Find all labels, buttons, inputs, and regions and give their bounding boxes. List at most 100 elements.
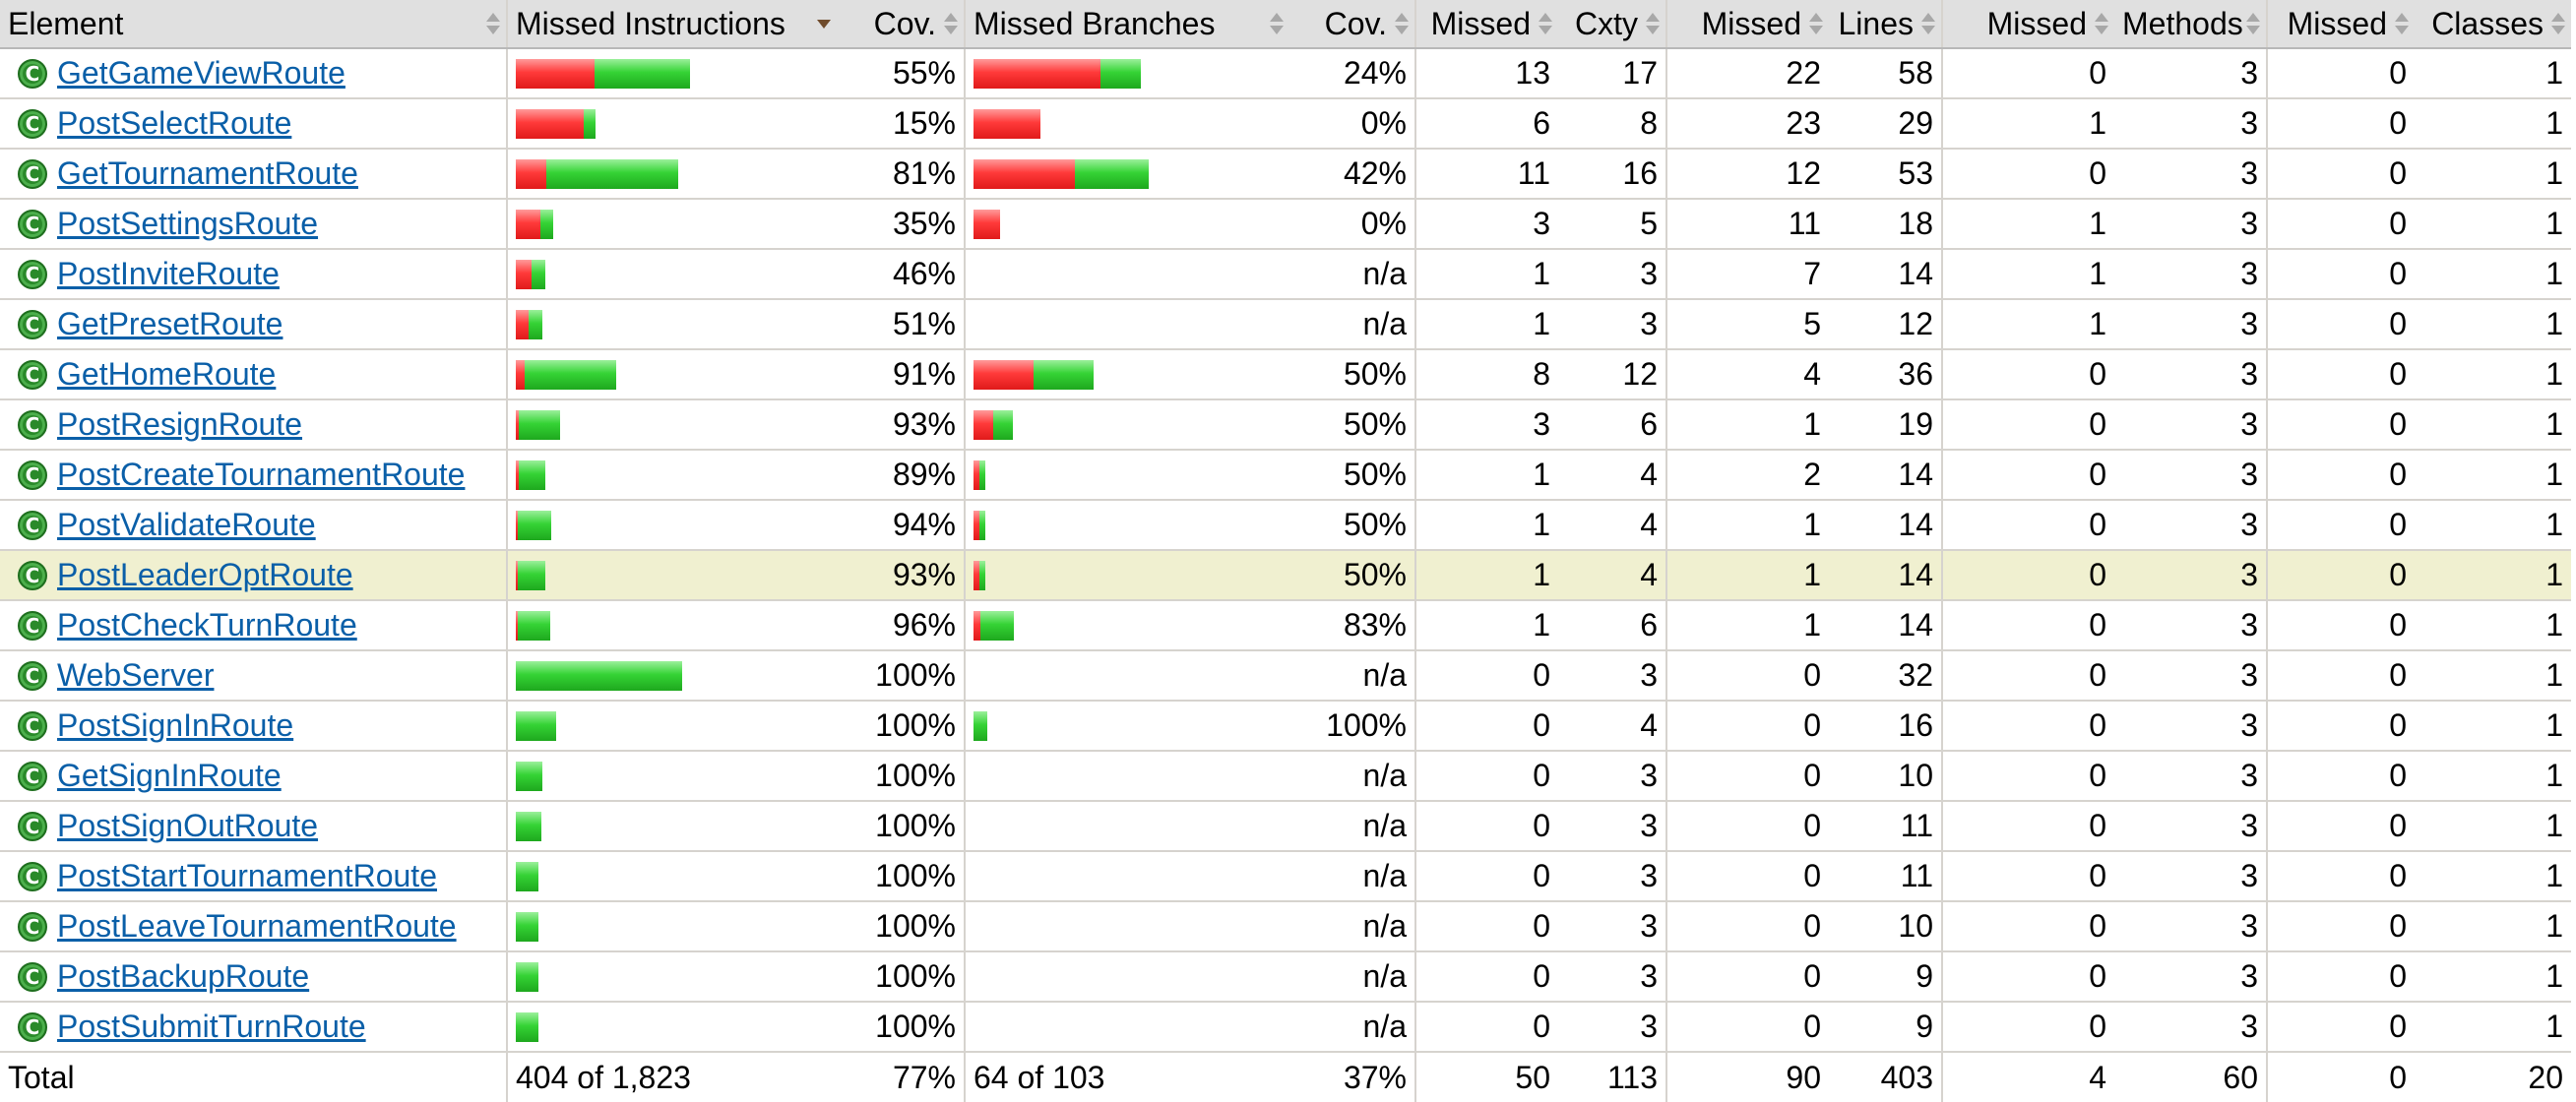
instructions-bar-cell (506, 500, 837, 551)
branches-bar-cell (964, 299, 1289, 350)
branches-bar-cell (964, 851, 1289, 902)
class-link[interactable]: PostSettingsRoute (57, 206, 319, 241)
header-missed-instructions[interactable]: Missed Instructions (506, 0, 837, 49)
class-link[interactable]: WebServer (57, 657, 215, 693)
header-missed-complexity[interactable]: Missed (1414, 0, 1558, 49)
class-link[interactable]: PostCreateTournamentRoute (57, 457, 466, 492)
classes: 1 (2415, 500, 2571, 551)
header-missed-lines[interactable]: Missed (1665, 0, 1829, 49)
table-row: C WebServer 100% n/a 0 3 0 32 0 3 0 1 (0, 650, 2571, 702)
class-link[interactable]: PostSubmitTurnRoute (57, 1009, 366, 1044)
header-missed-classes[interactable]: Missed (2266, 0, 2415, 49)
class-link[interactable]: PostBackupRoute (57, 958, 310, 994)
class-link[interactable]: PostInviteRoute (57, 256, 280, 291)
instructions-bar-cell (506, 550, 837, 601)
branches-coverage: n/a (1289, 951, 1415, 1003)
class-c-icon: C (18, 158, 47, 189)
sort-arrows-icon (1539, 13, 1552, 34)
class-link[interactable]: PostSelectRoute (57, 105, 292, 141)
complexity: 16 (1558, 149, 1666, 200)
instructions-bar-cell (506, 951, 837, 1003)
instructions-coverage-bar (516, 861, 829, 891)
lines: 12 (1829, 299, 1942, 350)
class-link[interactable]: PostLeaderOptRoute (57, 557, 353, 592)
class-link[interactable]: PostSignOutRoute (57, 808, 319, 843)
class-c-icon: C (18, 811, 47, 841)
missed-classes: 0 (2266, 149, 2415, 200)
missed-complexity: 0 (1414, 951, 1558, 1003)
header-missed-complexity-label: Missed (1430, 5, 1531, 41)
missed-lines: 1 (1665, 550, 1829, 601)
instructions-coverage: 100% (837, 801, 965, 852)
missed-classes: 0 (2266, 851, 2415, 902)
branches-coverage-bar (974, 560, 1282, 590)
class-link[interactable]: PostResignRoute (57, 406, 303, 442)
class-link[interactable]: PostSignInRoute (57, 707, 294, 743)
element-cell: C PostInviteRoute (0, 249, 507, 300)
header-classes[interactable]: Classes (2415, 0, 2571, 49)
missed-methods: 0 (1941, 701, 2114, 752)
methods: 3 (2114, 149, 2267, 200)
methods: 3 (2114, 851, 2267, 902)
missed-segment (516, 409, 519, 440)
missed-lines: 12 (1665, 149, 1829, 200)
class-c-icon: C (18, 259, 47, 289)
missed-classes: 0 (2266, 399, 2415, 451)
missed-segment (974, 459, 979, 490)
lines: 19 (1829, 399, 1942, 451)
element-cell: C GetSignInRoute (0, 751, 507, 802)
instructions-bar-cell (506, 600, 837, 651)
instructions-bar-cell (506, 801, 837, 852)
missed-methods: 0 (1941, 349, 2114, 400)
instructions-bar-cell (506, 450, 837, 501)
complexity: 8 (1558, 98, 1666, 150)
header-missed-methods[interactable]: Missed (1941, 0, 2114, 49)
class-link[interactable]: PostValidateRoute (57, 507, 316, 542)
header-element-label: Element (8, 5, 124, 41)
class-link[interactable]: GetPresetRoute (57, 306, 283, 341)
instructions-coverage-bar (516, 811, 829, 841)
element-cell: C PostSettingsRoute (0, 199, 507, 250)
table-row: C GetGameViewRoute 55% 24% 13 17 22 58 0 3 0 1 (0, 48, 2571, 99)
class-link[interactable]: PostStartTournamentRoute (57, 858, 437, 893)
header-lines[interactable]: Lines (1829, 0, 1942, 49)
branches-coverage-bar (974, 158, 1282, 189)
header-instructions-coverage[interactable]: Cov. (837, 0, 965, 49)
covered-segment (979, 510, 985, 540)
class-link[interactable]: PostCheckTurnRoute (57, 607, 357, 643)
missed-classes: 0 (2266, 48, 2415, 99)
header-element[interactable]: Element (0, 0, 507, 49)
header-complexity[interactable]: Cxty (1558, 0, 1666, 49)
methods: 3 (2114, 1002, 2267, 1053)
class-link[interactable]: GetSignInRoute (57, 758, 282, 793)
missed-methods: 0 (1941, 901, 2114, 952)
instructions-coverage: 94% (837, 500, 965, 551)
header-methods[interactable]: Methods (2114, 0, 2267, 49)
covered-segment (546, 158, 678, 189)
covered-segment (518, 510, 551, 540)
class-c-icon: C (18, 309, 47, 339)
header-missed-methods-label: Missed (1986, 5, 2087, 41)
sort-arrows-icon (2395, 13, 2409, 34)
missed-lines: 0 (1665, 951, 1829, 1003)
missed-methods: 1 (1941, 249, 2114, 300)
branches-bar-cell (964, 349, 1289, 400)
branches-coverage-bar (974, 108, 1282, 139)
branches-coverage-bar (974, 510, 1282, 540)
class-link[interactable]: PostLeaveTournamentRoute (57, 908, 457, 944)
missed-segment (516, 158, 546, 189)
header-missed-branches[interactable]: Missed Branches (964, 0, 1289, 49)
lines: 14 (1829, 249, 1942, 300)
instructions-coverage-bar (516, 610, 829, 641)
missed-lines: 0 (1665, 701, 1829, 752)
total-classes: 20 (2528, 1059, 2563, 1095)
class-link[interactable]: GetGameViewRoute (57, 55, 346, 91)
header-classes-label: Classes (2431, 5, 2544, 41)
class-link[interactable]: GetTournamentRoute (57, 155, 358, 191)
class-link[interactable]: GetHomeRoute (57, 356, 277, 392)
element-cell: C PostBackupRoute (0, 951, 507, 1003)
lines: 14 (1829, 550, 1942, 601)
branches-coverage: n/a (1289, 1002, 1415, 1053)
header-branches-coverage[interactable]: Cov. (1289, 0, 1415, 49)
class-c-icon: C (18, 459, 47, 490)
